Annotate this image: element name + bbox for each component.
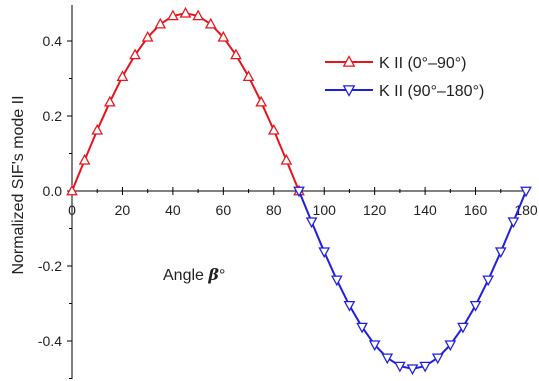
data-point bbox=[394, 361, 406, 373]
data-point bbox=[116, 70, 129, 82]
data-point bbox=[167, 9, 179, 21]
legend-marker bbox=[342, 85, 356, 97]
data-point bbox=[330, 275, 343, 287]
data-point bbox=[192, 9, 204, 21]
x-tick-label: 0 bbox=[68, 202, 76, 218]
data-point bbox=[431, 353, 444, 365]
data-point bbox=[444, 340, 457, 352]
legend-item-1: K II (0°–90°) bbox=[325, 55, 467, 72]
y-axis-label: Normalized SIF's mode II bbox=[10, 95, 27, 274]
data-point bbox=[103, 95, 116, 107]
y-tick-label: -0.4 bbox=[38, 333, 62, 349]
data-point bbox=[469, 300, 482, 312]
y-tick-label: -0.2 bbox=[38, 258, 62, 274]
data-point bbox=[343, 300, 356, 312]
data-point bbox=[494, 247, 507, 259]
data-point bbox=[66, 184, 78, 196]
y-tick-label: 0.4 bbox=[43, 33, 63, 49]
series-layer bbox=[66, 6, 532, 376]
legend-item-2: K II (90°–180°) bbox=[325, 83, 484, 100]
data-point bbox=[520, 186, 532, 198]
data-point bbox=[381, 353, 394, 365]
data-point bbox=[141, 30, 154, 42]
data-point bbox=[318, 247, 331, 259]
data-point bbox=[280, 153, 293, 165]
data-point bbox=[78, 153, 91, 165]
data-point bbox=[482, 275, 495, 287]
x-tick-label: 120 bbox=[363, 202, 387, 218]
legend-label: K II (90°–180°) bbox=[379, 83, 484, 100]
series-2 bbox=[293, 186, 532, 376]
x-tick-label: 60 bbox=[216, 202, 232, 218]
legend: K II (0°–90°) K II (90°–180°) bbox=[325, 55, 484, 100]
angle-annotation-prefix: Angle bbox=[163, 267, 208, 284]
x-tick-label: 20 bbox=[115, 202, 131, 218]
x-tick-label: 160 bbox=[464, 202, 488, 218]
data-point bbox=[419, 361, 431, 373]
x-tick-label: 140 bbox=[413, 202, 437, 218]
data-point bbox=[255, 95, 268, 107]
data-point bbox=[267, 123, 280, 135]
data-point bbox=[230, 48, 242, 60]
data-point bbox=[305, 217, 318, 229]
angle-annotation: Angle β° bbox=[163, 265, 225, 284]
data-point bbox=[217, 30, 230, 42]
data-point bbox=[356, 322, 368, 334]
legend-label: K II (0°–90°) bbox=[379, 55, 467, 72]
angle-annotation-suffix: ° bbox=[219, 267, 225, 284]
angle-annotation-symbol: β bbox=[207, 265, 219, 284]
x-tick-label: 100 bbox=[313, 202, 337, 218]
data-point bbox=[457, 322, 469, 334]
data-point bbox=[91, 123, 104, 135]
data-point bbox=[368, 340, 381, 352]
data-point bbox=[204, 17, 217, 29]
x-tick-label: 40 bbox=[165, 202, 181, 218]
data-point bbox=[129, 48, 141, 60]
y-tick-label: 0.0 bbox=[43, 183, 63, 199]
data-point bbox=[154, 17, 167, 29]
data-point bbox=[293, 186, 305, 198]
legend-marker bbox=[342, 55, 356, 67]
data-point bbox=[242, 70, 255, 82]
data-point bbox=[406, 364, 419, 376]
series-line bbox=[71, 12, 300, 192]
data-point bbox=[507, 217, 520, 229]
axes: -0.4-0.20.00.20.40 20 40 60 80 100 120 140 160 18… bbox=[38, 5, 538, 379]
x-tick-label: 80 bbox=[266, 202, 282, 218]
y-tick-label: 0.2 bbox=[43, 108, 63, 124]
data-point bbox=[179, 6, 192, 18]
series-1 bbox=[66, 6, 305, 196]
